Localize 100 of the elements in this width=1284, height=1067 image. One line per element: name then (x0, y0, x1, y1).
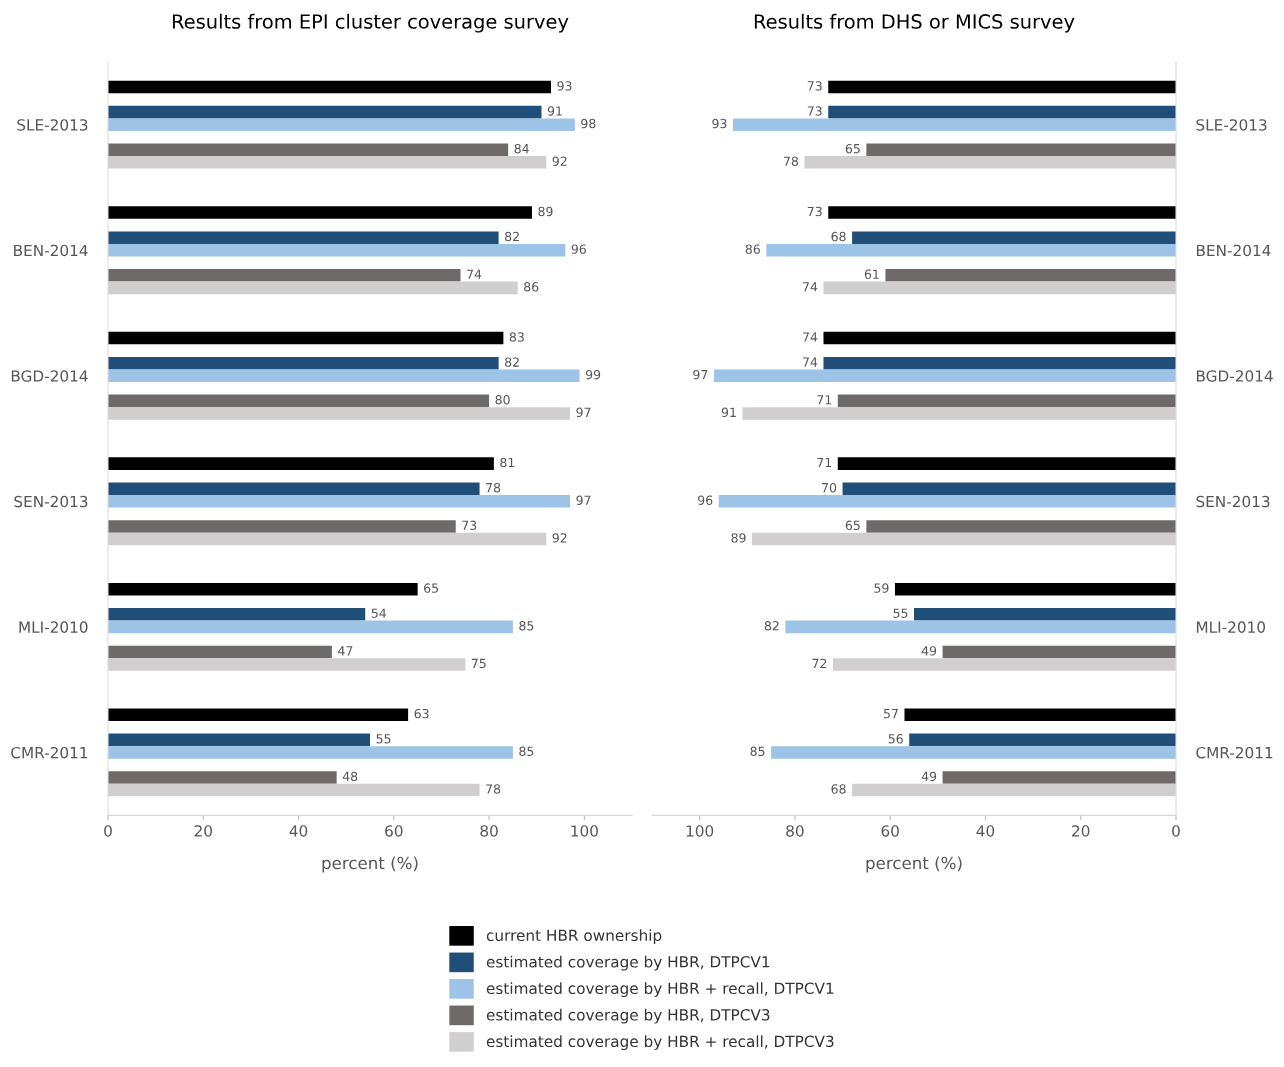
data-label: 89 (731, 533, 746, 543)
x-tick-label: 40 (976, 825, 995, 837)
bar (914, 608, 1176, 621)
bar (852, 231, 1176, 244)
bar (108, 80, 552, 94)
bar (108, 482, 480, 496)
data-label: 80 (495, 395, 510, 405)
y-tick-label: CMR-2011 (1196, 746, 1273, 759)
data-label: 74 (803, 357, 818, 367)
data-label: 54 (371, 608, 386, 618)
bar (108, 356, 499, 370)
x-tick-label: 100 (686, 825, 714, 837)
data-label: 89 (538, 206, 553, 217)
bar (108, 243, 566, 257)
data-label: 93 (712, 118, 727, 129)
data-label: 82 (505, 357, 519, 367)
data-label: 49 (921, 771, 937, 782)
data-label: 97 (576, 407, 591, 418)
bar (108, 407, 571, 420)
data-label: 97 (576, 495, 591, 505)
bar (904, 708, 1176, 722)
bar (108, 118, 575, 131)
bar (771, 746, 1176, 759)
x-tick-label: 40 (289, 825, 308, 837)
x-tick-label: 60 (881, 825, 899, 837)
bar (108, 608, 366, 621)
y-tick-label: BGD-2014 (11, 370, 88, 382)
data-label: 85 (750, 746, 765, 757)
x-tick-label: 0 (1172, 825, 1180, 837)
data-label: 75 (471, 658, 486, 669)
data-label: 59 (874, 583, 889, 593)
x-tick-label: 20 (1072, 825, 1090, 837)
data-label: 68 (831, 231, 846, 242)
bar (108, 520, 456, 533)
bar (833, 658, 1176, 671)
bar (108, 532, 547, 546)
data-label: 72 (812, 658, 827, 668)
data-label: 74 (803, 332, 818, 342)
bar (909, 733, 1176, 747)
data-label: 85 (519, 621, 534, 631)
bar (108, 281, 518, 295)
data-label: 74 (803, 282, 818, 292)
data-label: 81 (500, 457, 515, 468)
data-label: 47 (338, 646, 353, 656)
bar (108, 269, 461, 282)
data-label: 73 (807, 81, 822, 91)
y-tick-label: MLI-2010 (19, 621, 88, 633)
data-label: 82 (764, 621, 779, 631)
data-label: 96 (571, 244, 586, 254)
bar (828, 105, 1176, 119)
data-label: 49 (921, 646, 937, 656)
bar (108, 143, 509, 157)
data-label: 78 (486, 482, 501, 493)
data-label: 97 (693, 369, 708, 380)
bar (108, 105, 542, 119)
y-tick-label: SEN-2013 (1196, 495, 1270, 508)
data-label: 70 (822, 482, 837, 493)
data-label: 68 (831, 784, 846, 794)
data-label: 83 (509, 332, 524, 342)
data-label: 98 (581, 118, 596, 129)
bar (866, 143, 1176, 157)
data-label: 55 (376, 734, 391, 744)
x-tick-label: 100 (571, 825, 598, 837)
data-label: 65 (845, 143, 860, 154)
data-label: 91 (547, 106, 562, 116)
bar (108, 457, 494, 470)
bar (942, 771, 1176, 784)
bar (942, 645, 1176, 659)
data-label: 61 (864, 269, 879, 279)
bar (108, 733, 370, 747)
legend-label: current HBR ownership (486, 929, 662, 945)
bar (108, 369, 580, 383)
bar (823, 356, 1176, 370)
data-label: 96 (698, 495, 713, 505)
y-tick-label: BGD-2014 (1196, 370, 1273, 382)
chart-title: Results from EPI cluster coverage survey (172, 13, 569, 33)
bar (108, 620, 513, 634)
bar (804, 156, 1176, 169)
bar (842, 482, 1176, 496)
data-label: 78 (784, 156, 799, 166)
data-label: 86 (524, 282, 539, 292)
data-label: 71 (817, 457, 832, 468)
bar (108, 495, 571, 508)
bar (828, 206, 1176, 219)
y-tick-label: SEN-2013 (14, 495, 88, 508)
data-label: 73 (462, 520, 477, 531)
data-label: 82 (505, 231, 519, 242)
x-tick-label: 20 (194, 825, 212, 837)
data-label: 65 (424, 583, 439, 593)
y-tick-label: MLI-2010 (1196, 621, 1266, 633)
x-tick-label: 60 (385, 825, 403, 837)
data-label: 57 (883, 709, 898, 719)
data-label: 84 (514, 143, 529, 154)
chart-title: Results from DHS or MICS survey (754, 13, 1075, 33)
data-label: 73 (807, 206, 822, 217)
bar (752, 532, 1176, 546)
data-label: 91 (721, 407, 736, 418)
bar (866, 520, 1176, 533)
data-label: 48 (342, 771, 358, 782)
data-label: 85 (519, 746, 534, 757)
